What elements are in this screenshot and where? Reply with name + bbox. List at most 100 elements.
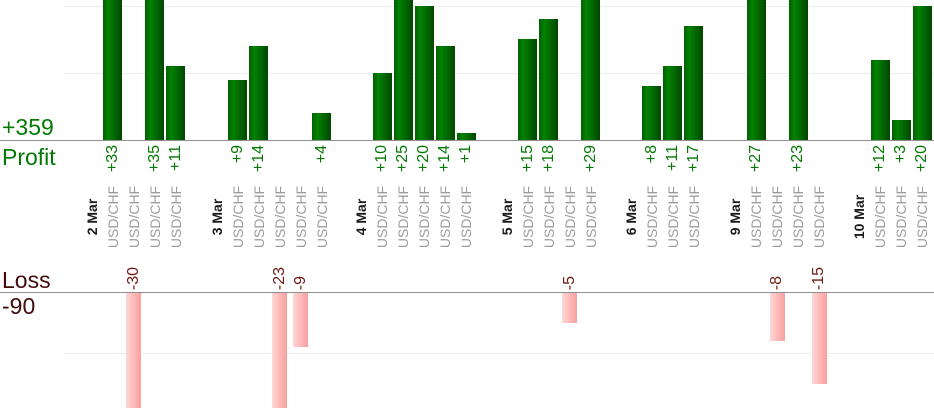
pair-label: USD/CHF	[811, 185, 827, 249]
profit-value: +12	[871, 145, 888, 173]
date-label: 10 Mar	[851, 194, 867, 240]
pair-label: USD/CHF	[914, 185, 930, 249]
pair-label: USD/CHF	[664, 185, 681, 249]
profit-bar	[870, 60, 890, 140]
pair-label: USD/CHF	[519, 185, 536, 249]
pair-label: USD/CHF	[104, 185, 121, 249]
loss-bar	[811, 293, 827, 384]
profit-value: +25	[394, 145, 411, 173]
pair-label: USD/CHF	[790, 185, 806, 249]
profit-value: +11	[663, 145, 681, 171]
pair-label: USD/CHF	[250, 185, 267, 249]
pair-label: USD/CHF	[416, 185, 432, 249]
loss-value: -23	[270, 266, 288, 290]
profit-value: +3	[892, 145, 909, 164]
profit-bar	[456, 133, 476, 140]
pair-label: USD/CHF	[374, 185, 390, 249]
profit-axis-line	[0, 140, 934, 141]
profit-bar	[166, 66, 185, 140]
profit-bar	[372, 73, 392, 140]
date-label: 4 Mar	[353, 198, 369, 236]
profit-value: +9	[228, 145, 246, 164]
profit-value: +29	[581, 145, 599, 173]
pair-label: USD/CHF	[582, 185, 599, 249]
profit-bar	[746, 0, 766, 140]
profit-value: +14	[436, 145, 453, 173]
profit-bar	[891, 120, 911, 140]
pair-label: USD/CHF	[437, 185, 453, 249]
loss-axis-label: Loss	[2, 267, 51, 293]
date-label: 9 Mar	[727, 198, 743, 236]
profit-value: +20	[913, 145, 930, 173]
profit-bar	[393, 0, 413, 140]
profit-bar	[312, 113, 331, 140]
date-label: 2 Mar	[83, 198, 100, 236]
loss-bar	[769, 293, 785, 341]
profit-bar	[518, 39, 537, 140]
date-label: 6 Mar	[622, 198, 639, 236]
pair-label: USD/CHF	[395, 185, 411, 249]
pair-label: USD/CHF	[458, 185, 474, 249]
profit-value: +8	[642, 145, 660, 164]
pair-label: USD/CHF	[561, 185, 578, 249]
pair-label: USD/CHF	[893, 185, 909, 249]
profit-value: +33	[103, 145, 121, 173]
profit-gridline-10	[63, 73, 934, 74]
loss-bar	[272, 293, 287, 408]
pair-label: USD/CHF	[167, 185, 184, 249]
profit-value: +17	[684, 145, 702, 173]
profit-bar	[414, 6, 434, 140]
profit-value: +23	[789, 145, 806, 173]
profit-total: +359	[2, 114, 54, 140]
loss-bar	[293, 293, 308, 347]
profit-value: +1	[457, 145, 474, 164]
profit-value: +35	[145, 145, 163, 173]
profit-value: +11	[166, 145, 184, 171]
loss-value: -30	[124, 266, 142, 290]
loss-bar	[562, 293, 577, 323]
date-label: 3 Mar	[208, 198, 225, 236]
profit-value: +15	[518, 145, 536, 173]
loss-total: -90	[2, 293, 36, 319]
profit-bar	[912, 6, 932, 140]
profit-value: +20	[415, 145, 432, 173]
profit-axis-label: Profit	[2, 144, 56, 170]
profit-bar	[145, 0, 164, 140]
profit-bar	[539, 19, 558, 140]
pair-label: USD/CHF	[685, 185, 702, 249]
profit-bar	[663, 66, 682, 140]
loss-bar	[126, 293, 141, 408]
date-label: 5 Mar	[498, 198, 515, 236]
profit-value: +27	[747, 145, 764, 173]
profit-bar	[249, 46, 268, 140]
profit-bar	[435, 46, 455, 140]
pair-label: USD/CHF	[769, 185, 785, 249]
profit-value: +10	[373, 145, 390, 173]
profit-value: +18	[539, 145, 557, 173]
pair-label: USD/CHF	[146, 185, 163, 249]
profit-bar	[788, 0, 808, 140]
pair-label: USD/CHF	[540, 185, 557, 249]
profit-value: +14	[249, 145, 267, 173]
pair-label: USD/CHF	[292, 185, 309, 249]
profit-bar	[228, 80, 247, 140]
pair-label: USD/CHF	[313, 185, 330, 249]
pair-label: USD/CHF	[643, 185, 660, 249]
profit-gridline-20	[63, 6, 934, 7]
pair-label: USD/CHF	[748, 185, 764, 249]
profit-bar	[642, 86, 661, 140]
profit-bar	[103, 0, 122, 140]
pair-label: USD/CHF	[271, 185, 288, 249]
profit-bar	[581, 0, 600, 140]
pair-label: USD/CHF	[229, 185, 246, 249]
loss-value: -8	[768, 275, 785, 290]
profit-bar	[684, 26, 703, 140]
loss-value: -5	[560, 275, 578, 290]
loss-axis-line	[0, 292, 934, 293]
profit-value: +4	[312, 145, 330, 164]
loss-value: -15	[810, 266, 827, 290]
loss-gridline-10	[63, 353, 934, 354]
pair-label: USD/CHF	[125, 185, 142, 249]
loss-value: -9	[291, 275, 309, 290]
